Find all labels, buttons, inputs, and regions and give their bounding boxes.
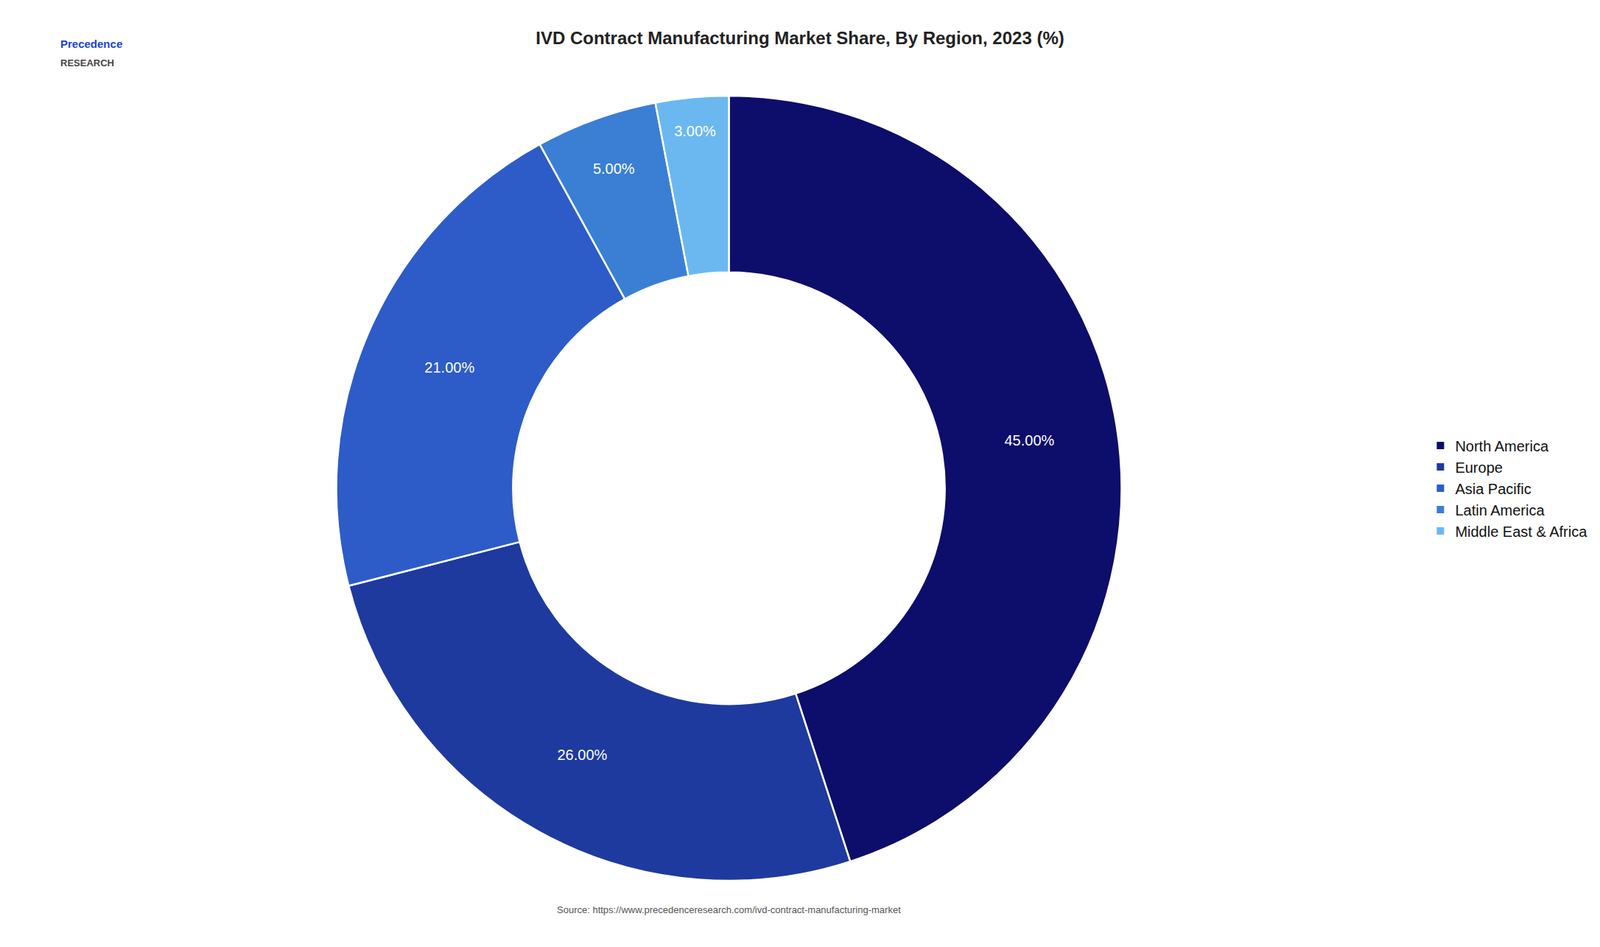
svg-text:IVD Contract Manufacturing Mar: IVD Contract Manufacturing Market Share,… — [535, 27, 1064, 48]
svg-text:3.00%: 3.00% — [674, 123, 717, 140]
svg-text:Middle East & Africa: Middle East & Africa — [1454, 523, 1588, 540]
svg-text:45.00%: 45.00% — [1004, 432, 1055, 449]
svg-text:North America: North America — [1454, 438, 1550, 455]
svg-text:21.00%: 21.00% — [424, 359, 475, 376]
svg-text:Asia Pacific: Asia Pacific — [1454, 481, 1531, 498]
svg-text:RESEARCH: RESEARCH — [60, 57, 115, 69]
svg-text:5.00%: 5.00% — [593, 160, 635, 177]
svg-text:Latin America: Latin America — [1454, 502, 1545, 519]
svg-text:26.00%: 26.00% — [556, 746, 607, 764]
svg-text:Source: https://www.precedence: Source: https://www.precedenceresearch.c… — [556, 904, 901, 916]
svg-text:Precedence: Precedence — [60, 37, 123, 51]
svg-text:Europe: Europe — [1454, 459, 1503, 476]
